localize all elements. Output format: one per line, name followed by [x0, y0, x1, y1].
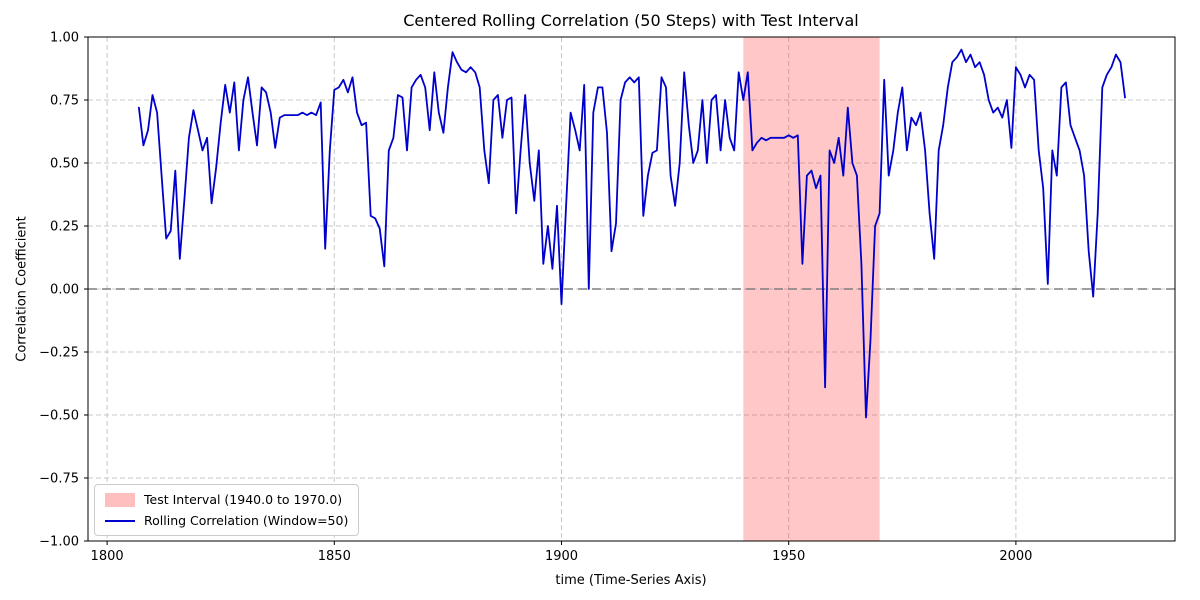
y-tick-label: 0.50 [50, 157, 79, 172]
y-tick-label: −0.25 [39, 346, 79, 361]
y-tick-label: 0.75 [50, 94, 79, 109]
legend-item-rolling-correlation: Rolling Correlation (Window=50) [105, 513, 348, 528]
rolling-correlation-swatch [105, 519, 135, 522]
x-tick-label: 2000 [999, 549, 1032, 564]
y-tick-label: −0.50 [39, 409, 79, 424]
y-tick-label: 1.00 [50, 31, 79, 46]
legend: Test Interval (1940.0 to 1970.0) Rolling… [94, 484, 360, 536]
rolling-correlation-line [138, 48, 1126, 419]
x-tick-label: 1900 [545, 549, 578, 564]
chart-title: Centered Rolling Correlation (50 Steps) … [403, 11, 859, 30]
x-tick-label: 1800 [91, 549, 124, 564]
y-tick-label: 0.00 [50, 283, 79, 298]
y-tick-label: −1.00 [39, 535, 79, 550]
y-tick-label: −0.75 [39, 472, 79, 487]
x-axis-label: time (Time-Series Axis) [555, 573, 707, 588]
x-tick-label: 1850 [318, 549, 351, 564]
legend-item-test-interval: Test Interval (1940.0 to 1970.0) [105, 492, 348, 507]
x-tick-label: 1950 [772, 549, 805, 564]
test-interval-swatch [105, 492, 135, 507]
legend-label-rolling-correlation: Rolling Correlation (Window=50) [144, 513, 349, 528]
y-tick-label: 0.25 [50, 220, 79, 235]
legend-label-test-interval: Test Interval (1940.0 to 1970.0) [144, 492, 343, 507]
